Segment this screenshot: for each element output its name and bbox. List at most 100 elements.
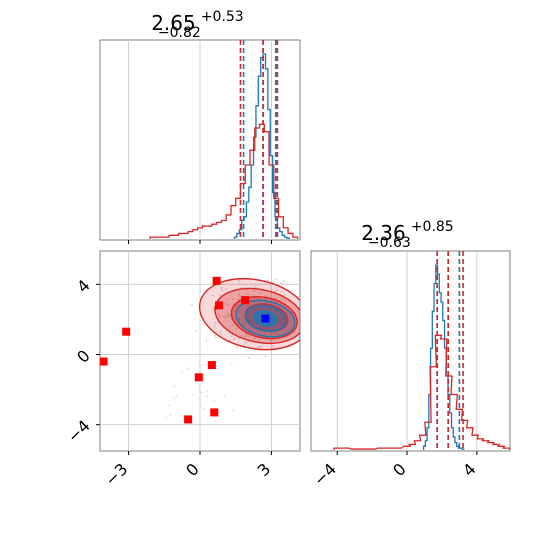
sample-point (200, 391, 202, 394)
upper-error: +0.85 (411, 219, 454, 235)
sample-point (276, 289, 278, 291)
sample-point (273, 290, 276, 293)
sample-point (213, 325, 216, 328)
marker-square (215, 301, 224, 310)
sample-point (203, 407, 205, 410)
sample-point (201, 364, 204, 366)
sample-point (240, 334, 243, 337)
sample-point (206, 395, 208, 397)
sample-point (199, 405, 202, 408)
lower-error: −0.82 (158, 25, 201, 41)
sample-point (253, 301, 256, 303)
marker-square (210, 408, 219, 417)
sample-point (269, 302, 271, 305)
marker-square (122, 327, 131, 336)
sample-point (247, 293, 250, 296)
sample-point (220, 332, 222, 335)
sample-point (225, 298, 228, 301)
sample-point (307, 318, 309, 320)
sample-point (285, 329, 288, 332)
sample-point (243, 313, 246, 315)
x-ticks: −4 0 4 (310, 451, 480, 490)
sample-point (248, 335, 251, 338)
sample-point (245, 341, 247, 344)
sample-point (234, 308, 237, 311)
sample-point (245, 335, 248, 338)
sample-point (248, 324, 251, 327)
sample-point (226, 312, 229, 315)
sample-point (238, 337, 240, 340)
histogram-line (333, 334, 511, 450)
x-tick-label: −4 (310, 459, 340, 489)
sample-point (235, 305, 237, 308)
sample-point (247, 304, 250, 307)
sample-point (225, 316, 228, 319)
sample-point (238, 303, 241, 306)
sample-point (230, 335, 233, 337)
sample-point (252, 294, 255, 297)
sample-point (243, 335, 246, 338)
sample-point (283, 280, 286, 282)
sample-point (238, 317, 241, 320)
lower-error: −0.63 (368, 235, 411, 251)
sample-point (253, 289, 255, 292)
sample-point (195, 330, 197, 333)
marker-square (194, 373, 203, 382)
sample-point (243, 319, 246, 322)
y-tick-label: 4 (73, 276, 94, 297)
sample-point (237, 279, 240, 282)
sample-point (199, 366, 201, 369)
sample-point (235, 327, 238, 330)
y-tick-label: −4 (64, 416, 94, 446)
median-value: 2.36 (361, 221, 406, 245)
marker-square (261, 314, 270, 323)
sample-point (230, 364, 233, 366)
markers (100, 276, 270, 424)
sample-point (206, 390, 209, 392)
sample-point (233, 310, 236, 313)
sample-point (173, 385, 176, 388)
sample-point (264, 355, 267, 358)
sample-point (254, 285, 256, 288)
grid (336, 251, 478, 451)
sample-point (249, 348, 252, 351)
sample-point (232, 302, 235, 304)
sample-point (232, 409, 234, 411)
sample-point (228, 325, 231, 328)
sample-point (245, 304, 248, 307)
sample-point (225, 288, 227, 291)
sample-point (219, 294, 222, 297)
sample-point (244, 303, 247, 306)
sample-point (236, 298, 239, 301)
y-ticks: −4 0 4 (64, 276, 100, 446)
sample-point (215, 336, 217, 339)
marginal-histogram-param-2: −4 0 4 2.36 +0.85 −0.63 (310, 219, 511, 490)
sample-point (280, 290, 283, 293)
sample-point (240, 308, 243, 310)
sample-point (245, 292, 248, 295)
sample-point (243, 322, 246, 325)
sample-point (211, 294, 214, 297)
sample-point (242, 307, 245, 309)
sample-point (272, 345, 275, 348)
sample-point (237, 311, 240, 314)
sample-point (236, 346, 238, 349)
x-tick-label: 3 (254, 459, 275, 480)
sample-point (168, 404, 170, 407)
sample-point (279, 282, 282, 285)
sample-point (236, 305, 239, 308)
sample-point (223, 394, 226, 397)
sample-point (205, 363, 207, 366)
sample-point (254, 337, 257, 340)
histogram-series (333, 264, 511, 450)
sample-point (220, 287, 223, 289)
histogram-line (149, 123, 299, 239)
x-ticks: −3 0 3 (101, 451, 274, 490)
panel-title-param-1: 2.65 +0.53 −0.82 (151, 6, 249, 41)
sample-point (237, 295, 240, 297)
sample-point (274, 297, 277, 300)
sample-point (227, 316, 230, 319)
sample-point (213, 400, 215, 402)
sample-point (278, 333, 281, 336)
sample-point (214, 321, 217, 324)
